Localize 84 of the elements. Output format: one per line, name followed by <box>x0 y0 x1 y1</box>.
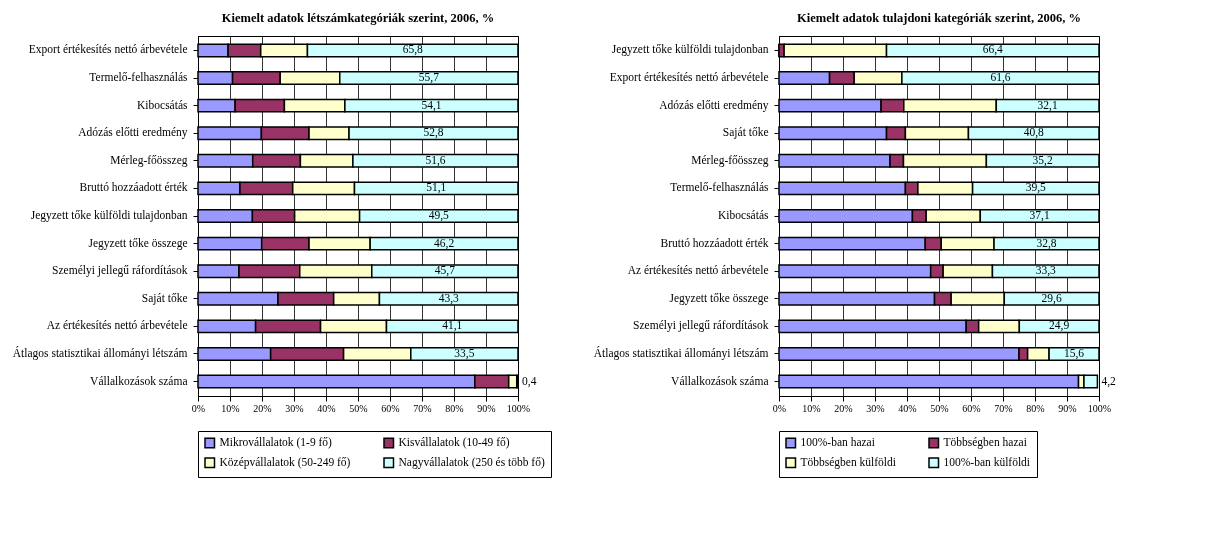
x-tick-label: 20% <box>834 402 853 414</box>
y-tick-label: Mérleg-főösszeg <box>691 153 769 167</box>
legend-label: Nagyvállalatok (250 és több fő) <box>398 455 545 469</box>
chart-title: Kiemelt adatok létszámkategóriák szerint, 2006, % <box>221 10 495 25</box>
x-tick-label: 10% <box>802 402 821 414</box>
data-label: 55,7 <box>418 71 440 85</box>
data-label: 35,2 <box>1032 153 1053 167</box>
x-tick-label: 90% <box>1058 402 1077 414</box>
x-tick-label: 80% <box>1026 402 1045 414</box>
y-tick-label: Személyi jellegű ráfordítások <box>52 264 188 278</box>
data-label: 66,4 <box>982 43 1004 57</box>
y-tick-label: Az értékesítés nettó árbevétele <box>46 319 188 332</box>
y-tick-label: Jegyzett tőke külföldi tulajdonban <box>611 43 769 57</box>
data-label: 46,2 <box>434 236 455 250</box>
y-tick-label: Jegyzett tőke összege <box>669 291 769 305</box>
y-tick-label: Termelő-felhasználás <box>89 71 189 84</box>
x-tick-label: 60% <box>381 402 400 414</box>
x-tick-label: 50% <box>349 402 368 414</box>
data-label: 43,3 <box>438 291 460 305</box>
data-label: 54,1 <box>421 98 442 112</box>
x-tick-label: 70% <box>994 402 1013 414</box>
data-label: 51,6 <box>425 153 446 167</box>
y-tick-label: Vállalkozások száma <box>671 374 769 387</box>
y-tick-label: Jegyzett tőke külföldi tulajdonban <box>30 209 188 222</box>
data-label: 52,8 <box>423 126 444 140</box>
x-tick-label: 40% <box>317 402 336 414</box>
legend-label: Kisvállalatok (10-49 fő) <box>398 436 510 449</box>
x-tick-label: 20% <box>253 402 272 414</box>
data-label: 65,8 <box>402 43 424 57</box>
data-label: 15,6 <box>1063 346 1085 360</box>
data-label: 61,6 <box>990 71 1011 85</box>
y-tick-label: Személyi jellegű ráfordítások <box>633 319 769 333</box>
data-label: 37,1 <box>1029 209 1050 222</box>
y-tick-label: Adózás előtti eredmény <box>659 98 769 112</box>
x-tick-label: 100% <box>1087 402 1112 414</box>
x-tick-label: 0% <box>772 402 787 414</box>
x-tick-label: 90% <box>477 402 496 414</box>
y-tick-label: Kibocsátás <box>137 98 189 111</box>
data-label: 0,4 <box>522 374 537 388</box>
legend-label: 100%-ban hazai <box>800 436 875 448</box>
legend-label: Többségben hazai <box>943 436 1027 449</box>
data-label: 24,9 <box>1049 319 1070 333</box>
data-label: 4,2 <box>1101 374 1117 388</box>
data-label: 39,5 <box>1025 181 1047 195</box>
x-tick-label: 40% <box>898 402 917 414</box>
y-tick-label: Export értékesítés nettó árbevétele <box>28 43 188 57</box>
y-tick-label: Saját tőke <box>141 291 188 305</box>
y-tick-label: Átlagos statisztikai állományi létszám <box>12 345 188 360</box>
data-label: 49,5 <box>428 209 450 222</box>
legend-label: Mikrovállalatok (1-9 fő) <box>219 436 333 449</box>
data-label: 40,8 <box>1023 126 1045 140</box>
x-tick-label: 80% <box>445 402 464 414</box>
chart-title: Kiemelt adatok tulajdoni kategóriák szerint, 2006, % <box>796 10 1082 25</box>
legend-label: Többségben külföldi <box>800 455 896 469</box>
x-tick-label: 30% <box>866 402 885 414</box>
data-label: 33,3 <box>1035 264 1057 278</box>
y-tick-label: Jegyzett tőke összege <box>88 236 188 250</box>
data-label: 33,5 <box>454 346 475 360</box>
data-label: 32,1 <box>1037 98 1058 112</box>
legend-label: Középvállalatok (50-249 fő) <box>219 455 351 469</box>
y-tick-label: Saját tőke <box>722 126 769 140</box>
y-tick-label: Vállalkozások száma <box>90 374 188 387</box>
data-label: 45,7 <box>434 264 456 278</box>
y-tick-label: Kibocsátás <box>718 209 770 221</box>
data-label: 29,6 <box>1041 291 1062 305</box>
data-label: 41,1 <box>442 319 463 333</box>
legend-label: 100%-ban külföldi <box>943 455 1031 468</box>
data-label: 51,1 <box>426 181 447 195</box>
x-tick-label: 0% <box>191 402 206 414</box>
y-tick-label: Bruttó hozzáadott érték <box>79 181 188 194</box>
y-tick-label: Bruttó hozzáadott érték <box>660 236 769 249</box>
x-tick-label: 60% <box>962 402 981 414</box>
y-tick-label: Termelő-felhasználás <box>670 181 770 194</box>
y-tick-label: Az értékesítés nettó árbevétele <box>627 264 769 277</box>
x-tick-label: 50% <box>930 402 949 414</box>
y-tick-label: Átlagos statisztikai állományi létszám <box>593 345 769 360</box>
x-tick-label: 100% <box>506 402 531 414</box>
x-tick-label: 70% <box>413 402 432 414</box>
y-tick-label: Adózás előtti eredmény <box>78 126 188 140</box>
data-label: 32,8 <box>1036 236 1057 250</box>
y-tick-label: Export értékesítés nettó árbevétele <box>609 71 769 85</box>
y-tick-label: Mérleg-főösszeg <box>110 153 188 167</box>
x-tick-label: 10% <box>221 402 240 414</box>
x-tick-label: 30% <box>285 402 304 414</box>
